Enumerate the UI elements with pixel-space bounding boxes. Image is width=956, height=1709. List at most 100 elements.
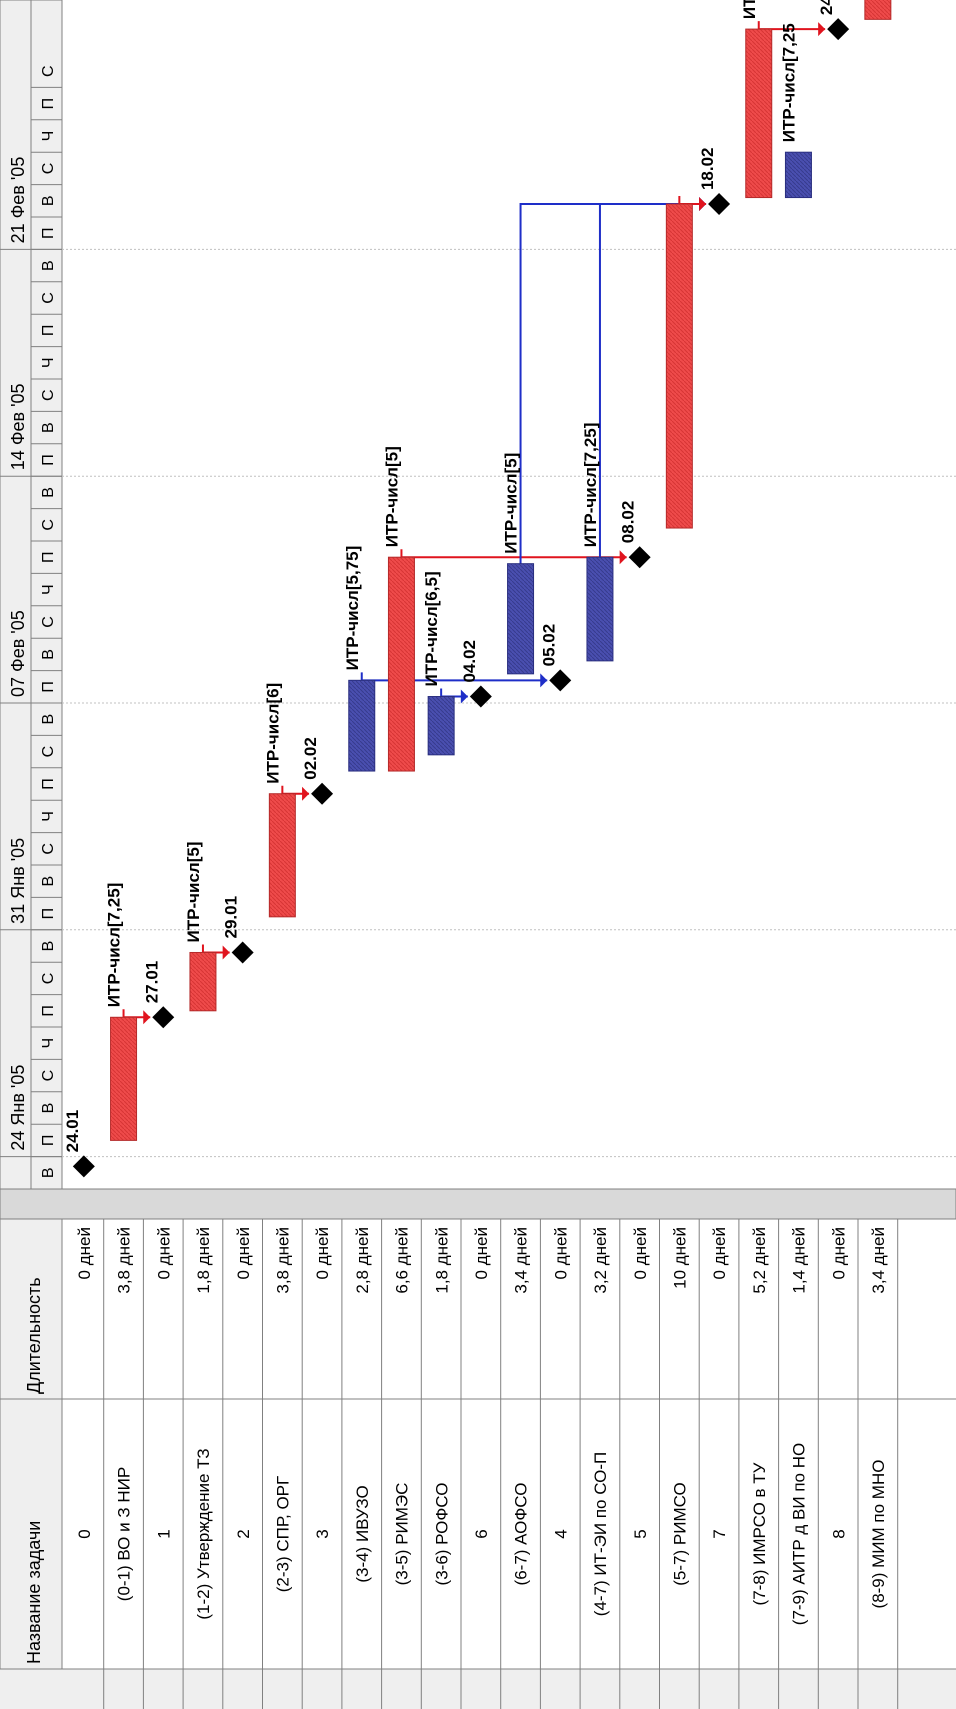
task-name-cell: (6-7) АОФСО xyxy=(512,1483,531,1586)
day-letter: В xyxy=(40,714,57,725)
day-letter: С xyxy=(40,616,57,628)
day-letter: П xyxy=(40,325,57,337)
milestone-diamond[interactable] xyxy=(549,669,572,692)
task-name-cell: 4 xyxy=(551,1529,570,1538)
dependency-link xyxy=(360,672,548,682)
milestone-diamond[interactable] xyxy=(152,1006,175,1029)
milestone-date-label: 18.02 xyxy=(698,147,717,190)
task-duration-cell: 3,4 дней xyxy=(869,1227,888,1294)
column-header-duration: Длительность xyxy=(24,1277,44,1394)
milestone-diamond[interactable] xyxy=(311,782,334,805)
dependency-link xyxy=(400,549,627,559)
column-header-task-name: Название задачи xyxy=(24,1521,44,1664)
task-duration-cell: 0 дней xyxy=(234,1227,253,1279)
task-bar[interactable] xyxy=(784,151,812,199)
day-letter: С xyxy=(40,746,57,758)
milestone-date-label: 04.02 xyxy=(460,640,479,683)
day-letter: В xyxy=(40,1167,57,1178)
day-letter: С xyxy=(40,1070,57,1082)
day-letter: П xyxy=(40,98,57,110)
day-letter: Ч xyxy=(40,357,57,368)
day-letter: П xyxy=(40,551,57,563)
task-duration-cell: 0 дней xyxy=(710,1227,729,1279)
critical-task-bar[interactable] xyxy=(745,28,773,199)
task-duration-cell: 0 дней xyxy=(829,1227,848,1279)
milestone-diamond[interactable] xyxy=(231,941,254,964)
task-duration-cell: 1,8 дней xyxy=(432,1227,451,1294)
task-duration-cell: 5,2 дней xyxy=(750,1227,769,1294)
critical-task-bar[interactable] xyxy=(864,0,892,20)
day-letter: П xyxy=(40,227,57,239)
task-name-cell: 8 xyxy=(829,1529,848,1538)
task-name-cell: (0-1) ВО и З НИР xyxy=(115,1467,134,1601)
day-letter: В xyxy=(40,195,57,206)
task-bar[interactable] xyxy=(427,696,455,756)
task-name-cell: 1 xyxy=(154,1529,173,1538)
task-duration-cell: 3,8 дней xyxy=(274,1227,293,1294)
task-table: Название задачи Длительность 0 0 дней (0-1) … xyxy=(0,1188,956,1709)
task-duration-cell: 0 дней xyxy=(154,1227,173,1279)
milestone-date-label: 24.0 xyxy=(817,0,836,15)
task-name-cell: (7-9) АИТР д ВИ по НО xyxy=(790,1443,809,1625)
day-letter: С xyxy=(40,973,57,985)
day-letter: С xyxy=(40,163,57,175)
day-letter: В xyxy=(40,649,57,660)
bar-resource-label: ИТР-числ[5] xyxy=(502,453,521,554)
day-letter: В xyxy=(40,876,57,887)
week-label: 14 Фев '05 xyxy=(8,383,28,470)
bar-resource-label: ИТР-числ[7,25] xyxy=(105,883,124,1008)
task-name-cell: 3 xyxy=(313,1529,332,1538)
critical-task-bar[interactable] xyxy=(268,793,296,918)
critical-task-bar[interactable] xyxy=(110,1016,138,1141)
day-letter: В xyxy=(40,1103,57,1114)
task-bar[interactable] xyxy=(348,679,376,772)
task-duration-cell: 6,6 дней xyxy=(393,1227,412,1294)
milestone-date-label: 05.02 xyxy=(539,624,558,667)
task-duration-cell: 1,4 дней xyxy=(790,1227,809,1294)
day-letter: В xyxy=(40,941,57,952)
bar-resource-label: ИТР-числ[7,25] xyxy=(581,423,600,548)
task-duration-cell: 0 дней xyxy=(313,1227,332,1279)
task-bar[interactable] xyxy=(507,563,535,675)
bar-resource-label: ИТР-числ[5,75] xyxy=(343,546,362,671)
critical-task-bar[interactable] xyxy=(665,203,693,529)
day-letter: П xyxy=(40,778,57,790)
day-letter: С xyxy=(40,65,57,77)
day-letter: Ч xyxy=(40,1038,57,1049)
task-name-cell: 5 xyxy=(631,1529,650,1538)
chart-grid xyxy=(62,248,956,1158)
task-name-cell: (5-7) РИМСО xyxy=(671,1482,690,1585)
task-name-cell: (4-7) ИТ-ЭИ по СО-П xyxy=(591,1452,610,1616)
bar-resource-label: ИТР-числ[7,25 xyxy=(779,23,798,142)
day-letter: П xyxy=(40,1005,57,1017)
week-label: 24 Янв '05 xyxy=(8,1065,28,1151)
milestone-date-label: 02.02 xyxy=(301,737,320,780)
task-name-cell: (3-5) РИМЭС xyxy=(393,1483,412,1586)
milestone-diamond[interactable] xyxy=(469,685,492,708)
day-letter: В xyxy=(40,422,57,433)
milestone-diamond[interactable] xyxy=(72,1155,95,1178)
day-letter: В xyxy=(40,487,57,498)
milestone-diamond[interactable] xyxy=(827,18,850,41)
milestone-diamond[interactable] xyxy=(628,546,651,569)
week-label: 07 Фев '05 xyxy=(8,610,28,697)
bar-resource-label: ИТР- xyxy=(740,0,759,19)
dependency-link xyxy=(757,21,826,31)
milestone-date-label: 27.01 xyxy=(142,961,161,1004)
task-name-cell: (1-2) Утверждение ТЗ xyxy=(194,1448,213,1619)
critical-task-bar[interactable] xyxy=(387,556,415,772)
day-letter: П xyxy=(40,1135,57,1147)
day-letter: Ч xyxy=(40,811,57,822)
day-letter: С xyxy=(40,519,57,531)
task-duration-cell: 0 дней xyxy=(75,1227,94,1279)
day-letter: В xyxy=(40,260,57,271)
critical-task-bar[interactable] xyxy=(189,951,217,1012)
task-name-cell: (7-8) ИМРСО в ТУ xyxy=(750,1462,769,1605)
milestone-diamond[interactable] xyxy=(708,193,731,216)
task-duration-cell: 0 дней xyxy=(551,1227,570,1279)
task-name-cell: 6 xyxy=(472,1529,491,1538)
timescale-header: В П В С Ч П С В П В С Ч П С В П В С Ч П С В П В С Ч П С В П В С Ч П С 24 Ян… xyxy=(0,0,63,1190)
task-name-cell: (8-9) МИМ по МНО xyxy=(869,1460,888,1609)
task-bar[interactable] xyxy=(586,556,614,662)
